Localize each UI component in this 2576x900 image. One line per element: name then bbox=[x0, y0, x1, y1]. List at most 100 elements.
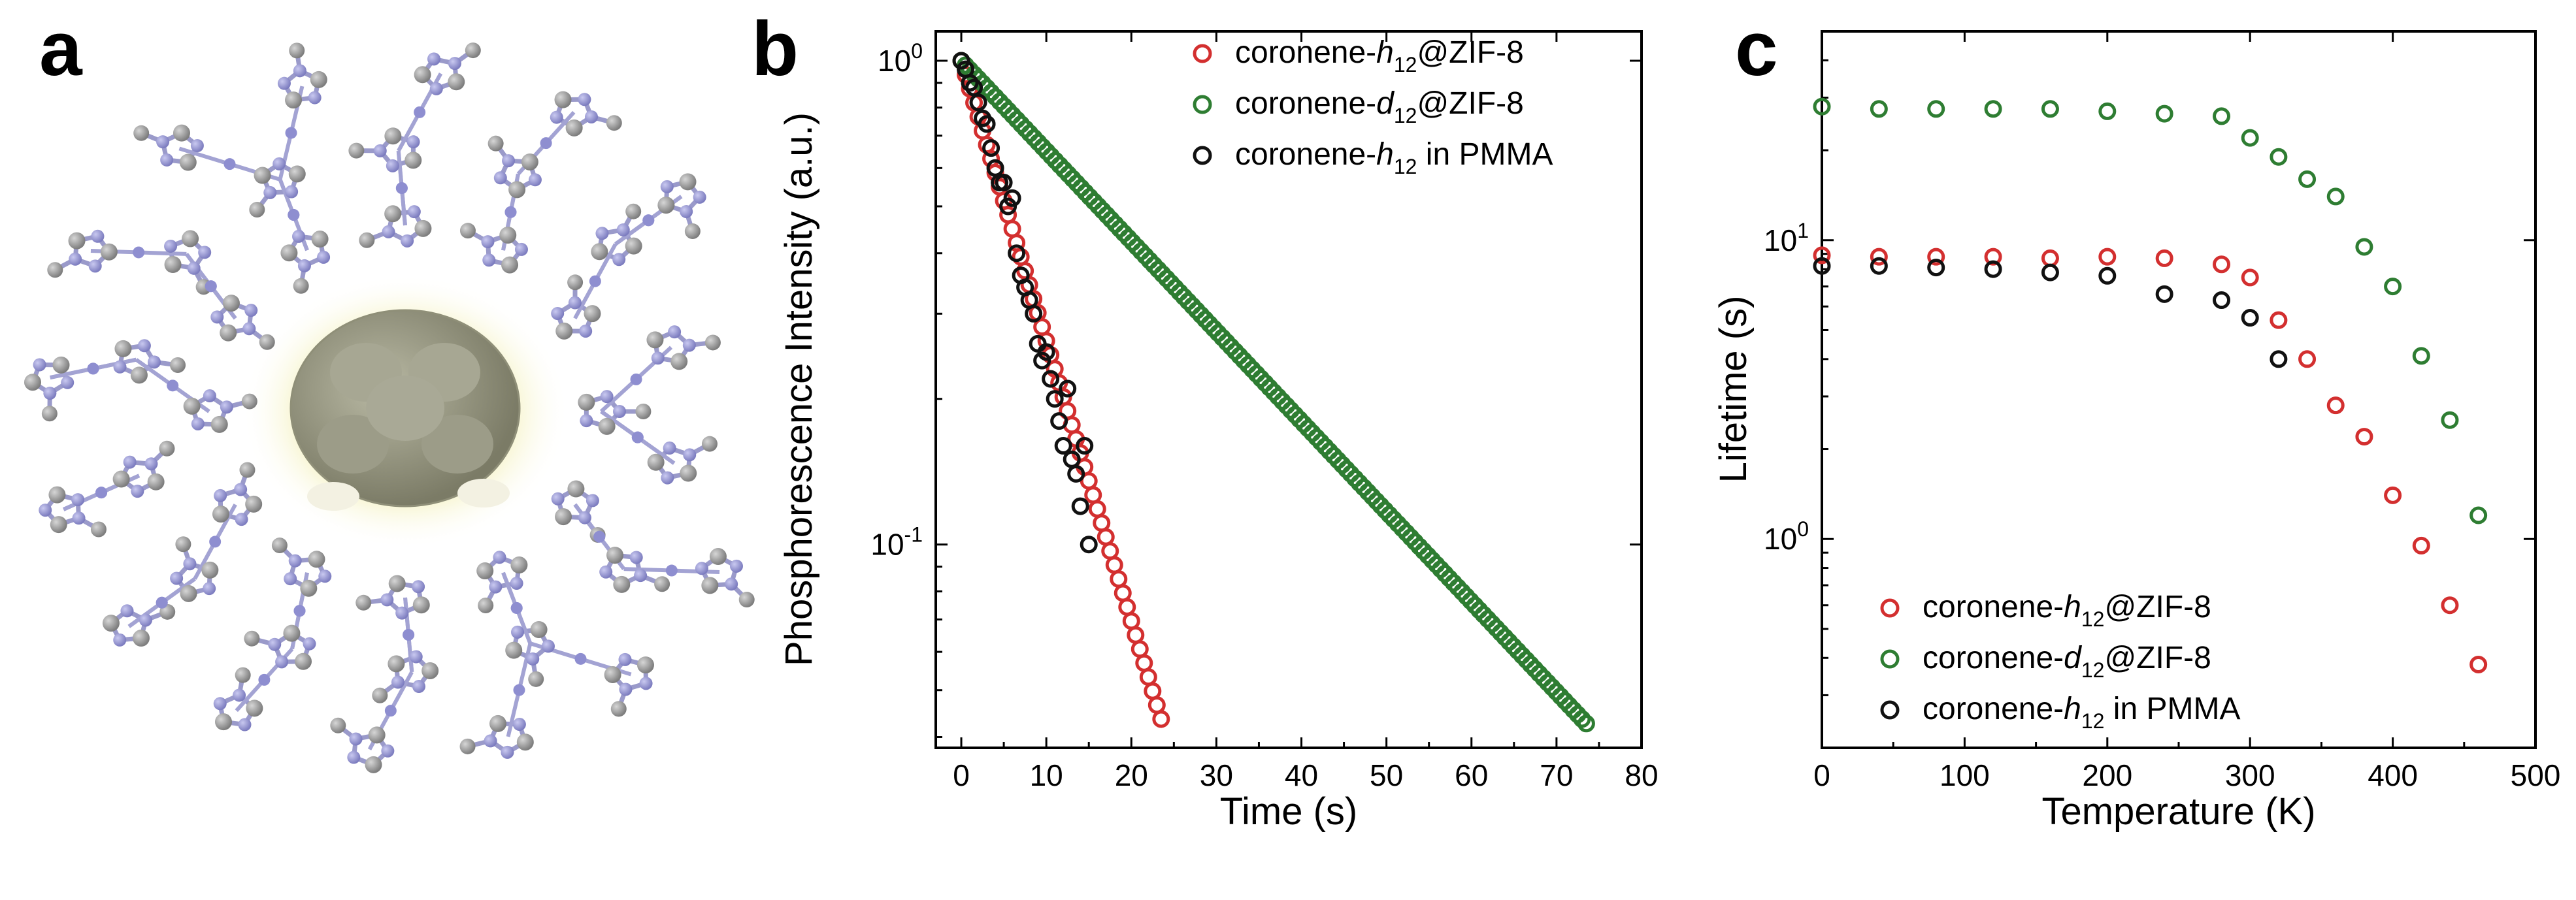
data-point-series-3 bbox=[1076, 437, 1094, 455]
data-point-series-2 bbox=[1813, 97, 1831, 116]
data-point-series-1 bbox=[2326, 396, 2345, 415]
legend-entry: coronene-h12 in PMMA bbox=[1235, 137, 1553, 178]
x-tick-label: 50 bbox=[1370, 758, 1403, 792]
x-tick-label: 500 bbox=[2511, 758, 2561, 792]
data-point-series-2 bbox=[2355, 238, 2373, 256]
data-point-series-1 bbox=[1122, 612, 1140, 630]
zif8-coronene-structure-image bbox=[24, 42, 755, 773]
chart-b-ticks: 0 10 20 30 40 50 60 70 80 100 10-1 bbox=[870, 31, 1659, 792]
data-point-series-3 bbox=[1080, 536, 1098, 554]
data-point-series-3 bbox=[1033, 351, 1051, 370]
data-point-series-3 bbox=[982, 139, 1000, 157]
data-point-series-3 bbox=[2241, 309, 2259, 327]
data-point-series-1 bbox=[2412, 536, 2430, 554]
y-tick-label: 100 bbox=[878, 39, 923, 78]
data-point-series-2 bbox=[2213, 107, 2231, 125]
y-tick-label: 10-1 bbox=[870, 523, 923, 562]
data-point-series-3 bbox=[961, 74, 979, 92]
data-point-series-3 bbox=[2270, 350, 2288, 368]
x-tick-label: 80 bbox=[1625, 758, 1658, 792]
chart-c-y-axis-title: Lifetime (s) bbox=[1712, 296, 1755, 483]
x-tick-label: 30 bbox=[1200, 758, 1233, 792]
data-point-series-3 bbox=[1050, 412, 1068, 430]
data-point-series-1 bbox=[2098, 248, 2117, 266]
legend-marker bbox=[1193, 44, 1212, 63]
data-point-series-2 bbox=[1577, 715, 1595, 733]
data-point-series-1 bbox=[1148, 696, 1166, 715]
data-point-series-1 bbox=[2355, 428, 2373, 446]
data-point-series-3 bbox=[1071, 497, 1089, 515]
data-point-series-3 bbox=[1046, 390, 1064, 408]
data-point-series-1 bbox=[1118, 598, 1136, 616]
x-tick-label: 400 bbox=[2368, 758, 2418, 792]
legend-marker bbox=[1880, 649, 1900, 669]
x-tick-label: 0 bbox=[1813, 758, 1830, 792]
data-point-series-1 bbox=[2155, 249, 2173, 267]
data-point-series-1 bbox=[1135, 654, 1153, 672]
chart-b-x-axis-title: Time (s) bbox=[1220, 790, 1357, 833]
data-point-series-1 bbox=[1003, 219, 1021, 238]
data-point-series-1 bbox=[1927, 248, 1945, 266]
data-point-series-1 bbox=[1105, 556, 1123, 574]
data-point-series-2 bbox=[2041, 100, 2059, 118]
data-point-series-3 bbox=[1870, 257, 1888, 275]
data-point-series-3 bbox=[1042, 370, 1060, 388]
data-point-series-1 bbox=[1984, 248, 2002, 266]
data-point-series-1 bbox=[1813, 246, 1831, 265]
panel-label-b: b bbox=[751, 6, 799, 92]
chart-b-frame bbox=[934, 30, 1643, 749]
legend-entry: coronene-d12@ZIF-8 bbox=[1923, 641, 2211, 682]
coronene-guest bbox=[289, 309, 521, 511]
data-point-series-3 bbox=[1037, 343, 1055, 361]
legend-entry: coronene-h12@ZIF-8 bbox=[1235, 35, 1524, 76]
x-tick-label: 60 bbox=[1455, 758, 1488, 792]
chart-b-legend: coronene-h12@ZIF-8 coronene-d12@ZIF-8 coro… bbox=[1193, 35, 1553, 178]
data-point-series-3 bbox=[1054, 437, 1072, 455]
y-tick-label: 101 bbox=[1764, 219, 1809, 257]
data-point-series-2 bbox=[2298, 170, 2317, 188]
data-point-series-1 bbox=[1097, 528, 1115, 546]
legend-marker bbox=[1193, 95, 1212, 114]
data-point-series-1 bbox=[2441, 596, 2459, 615]
data-point-series-3 bbox=[1025, 304, 1043, 323]
chart-c-lifetime-vs-temperature: 0 100 200 300 400 500 101 100 Temperature (K) L… bbox=[1712, 30, 2560, 833]
chart-c-x-axis-title: Temperature (K) bbox=[2041, 790, 2315, 833]
legend-entry: coronene-d12@ZIF-8 bbox=[1235, 86, 1524, 127]
data-point-series-2 bbox=[1870, 100, 1888, 118]
x-tick-label: 0 bbox=[953, 758, 970, 792]
legend-marker bbox=[1880, 598, 1900, 618]
data-point-series-2 bbox=[2155, 104, 2173, 123]
framework-atoms bbox=[24, 42, 755, 773]
data-point-series-1 bbox=[1101, 542, 1119, 560]
data-point-series-1 bbox=[2213, 255, 2231, 274]
data-point-series-1 bbox=[1870, 248, 1888, 266]
legend-entry: coronene-h12@ZIF-8 bbox=[1923, 590, 2211, 631]
x-tick-label: 70 bbox=[1540, 758, 1573, 792]
data-point-series-1 bbox=[1152, 710, 1170, 728]
data-point-series-1 bbox=[1139, 668, 1157, 686]
data-point-series-2 bbox=[1927, 100, 1945, 118]
legend-marker bbox=[1880, 700, 1900, 720]
data-point-series-2 bbox=[2270, 148, 2288, 166]
chart-c-ticks: 0 100 200 300 400 500 101 100 bbox=[1764, 31, 2560, 792]
data-point-series-3 bbox=[978, 115, 996, 133]
panel-label-a: a bbox=[39, 6, 83, 92]
data-point-series-2 bbox=[2441, 411, 2459, 429]
data-point-series-3 bbox=[952, 52, 970, 70]
data-point-series-3 bbox=[1984, 260, 2002, 278]
chart-c-legend: coronene-h12@ZIF-8 coronene-d12@ZIF-8 coro… bbox=[1880, 590, 2240, 733]
legend-entry: coronene-h12 in PMMA bbox=[1923, 692, 2240, 733]
x-tick-label: 20 bbox=[1115, 758, 1148, 792]
data-point-series-1 bbox=[1144, 682, 1162, 700]
data-point-series-2 bbox=[2469, 506, 2488, 524]
chart-b-points bbox=[952, 52, 1595, 733]
x-tick-label: 200 bbox=[2082, 758, 2132, 792]
data-point-series-1 bbox=[1110, 570, 1128, 588]
data-point-series-2 bbox=[1573, 710, 1591, 728]
x-tick-label: 300 bbox=[2225, 758, 2275, 792]
data-point-series-1 bbox=[1114, 584, 1132, 602]
data-point-series-1 bbox=[1084, 486, 1102, 504]
data-point-series-3 bbox=[2098, 266, 2117, 285]
x-tick-label: 100 bbox=[1940, 758, 1990, 792]
